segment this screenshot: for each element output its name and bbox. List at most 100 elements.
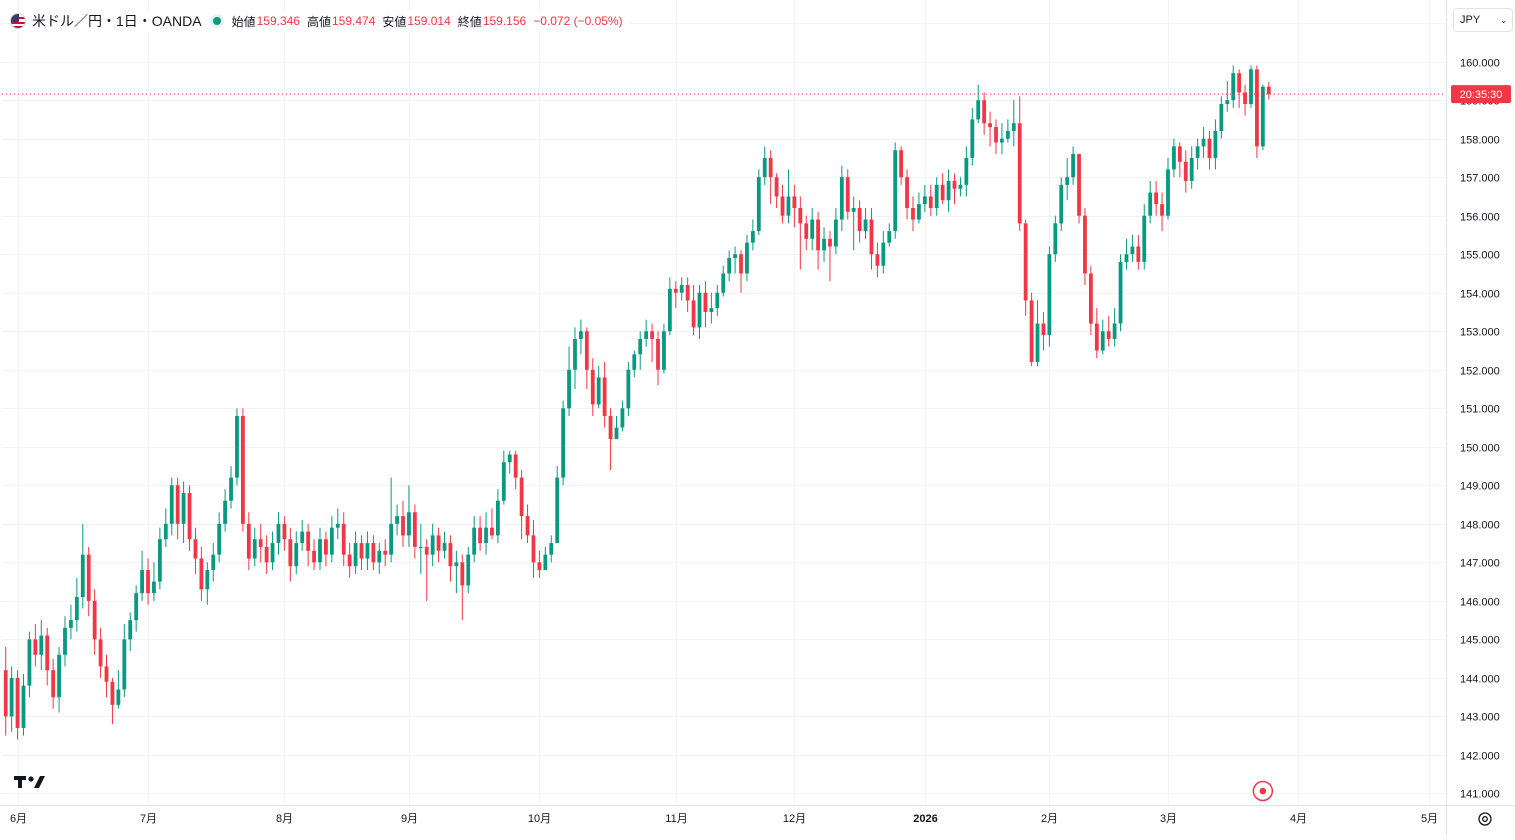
candle-body[interactable] [1023, 223, 1028, 301]
tradingview-logo-icon[interactable] [14, 774, 46, 795]
candle-body[interactable] [288, 539, 293, 567]
candle-body[interactable] [282, 523, 287, 540]
candle-body[interactable] [1172, 146, 1176, 170]
candle-body[interactable] [762, 157, 767, 178]
candle-body[interactable] [383, 550, 388, 555]
candle-body[interactable] [1047, 254, 1052, 336]
candle-body[interactable] [590, 369, 595, 405]
candle-body[interactable] [988, 123, 992, 128]
candle-body[interactable] [116, 689, 121, 705]
candle-body[interactable] [1029, 300, 1034, 363]
candle-body[interactable] [1201, 138, 1206, 147]
candle-body[interactable] [1077, 154, 1081, 216]
candle-body[interactable] [804, 223, 809, 239]
candle-body[interactable] [490, 527, 494, 536]
candle-body[interactable] [51, 670, 56, 698]
candle-body[interactable] [1000, 138, 1004, 143]
candle-body[interactable] [531, 535, 536, 563]
candle-body[interactable] [1136, 246, 1141, 262]
candle-body[interactable] [199, 558, 204, 590]
candle-body[interactable] [549, 543, 554, 555]
candle-body[interactable] [662, 331, 666, 370]
candle-body[interactable] [721, 273, 726, 293]
candle-body[interactable] [774, 177, 779, 197]
candle-body[interactable] [9, 677, 14, 717]
candle-body[interactable] [1041, 323, 1046, 336]
candle-body[interactable] [561, 408, 566, 478]
candle-body[interactable] [460, 562, 465, 586]
candle-body[interactable] [246, 523, 251, 559]
candle-body[interactable] [347, 554, 352, 567]
candle-body[interactable] [92, 600, 97, 640]
candle-body[interactable] [958, 184, 963, 189]
candle-body[interactable] [739, 254, 743, 274]
candle-body[interactable] [15, 677, 20, 728]
candle-body[interactable] [839, 177, 844, 220]
candle-body[interactable] [134, 593, 139, 621]
candle-body[interactable] [845, 177, 850, 212]
candle-body[interactable] [928, 196, 933, 208]
candle-body[interactable] [519, 477, 524, 517]
candle-body[interactable] [1183, 161, 1188, 182]
candle-body[interactable] [418, 546, 423, 548]
candle-body[interactable] [513, 454, 518, 478]
candle-body[interactable] [110, 681, 115, 705]
candle-body[interactable] [691, 300, 696, 328]
candle-body[interactable] [74, 597, 79, 621]
candle-body[interactable] [276, 523, 281, 544]
candle-body[interactable] [1266, 86, 1271, 95]
candle-body[interactable] [258, 539, 263, 547]
candle-body[interactable] [667, 288, 672, 332]
candle-body[interactable] [1124, 254, 1129, 262]
candle-body[interactable] [448, 543, 453, 567]
candle-body[interactable] [1207, 138, 1212, 158]
candle-body[interactable] [377, 550, 382, 563]
candle-body[interactable] [650, 331, 654, 339]
candle-body[interactable] [964, 157, 969, 185]
candle-body[interactable] [478, 527, 482, 544]
candle-body[interactable] [163, 523, 168, 540]
candle-body[interactable] [555, 477, 560, 544]
candle-body[interactable] [21, 685, 26, 728]
candle-body[interactable] [786, 196, 791, 216]
candle-body[interactable] [946, 181, 951, 201]
candle-body[interactable] [175, 485, 180, 524]
candle-body[interactable] [1237, 73, 1242, 93]
candle-body[interactable] [57, 654, 61, 698]
candle-body[interactable] [1112, 323, 1117, 339]
candle-body[interactable] [756, 177, 761, 232]
candle-body[interactable] [69, 620, 73, 628]
candle-body[interactable] [1154, 192, 1159, 205]
candle-body[interactable] [869, 219, 874, 255]
candle-body[interactable] [1106, 331, 1111, 339]
candle-body[interactable] [3, 670, 8, 717]
candle-body[interactable] [822, 238, 826, 251]
candle-body[interactable] [146, 570, 150, 594]
candle-body[interactable] [484, 527, 488, 544]
candle-body[interactable] [300, 531, 305, 544]
candle-body[interactable] [264, 546, 269, 563]
candle-body[interactable] [626, 369, 631, 409]
candle-body[interactable] [810, 219, 815, 239]
candle-body[interactable] [697, 292, 702, 328]
candle-body[interactable] [128, 620, 133, 640]
candle-body[interactable] [442, 543, 447, 551]
candle-body[interactable] [324, 539, 328, 555]
candle-body[interactable] [98, 639, 103, 667]
candle-body[interactable] [768, 157, 773, 178]
candle-body[interactable] [911, 207, 915, 220]
candle-body[interactable] [750, 231, 755, 243]
candle-body[interactable] [828, 238, 832, 247]
candle-body[interactable] [780, 196, 785, 216]
candle-body[interactable] [152, 581, 156, 594]
candle-body[interactable] [140, 570, 144, 594]
candle-body[interactable] [33, 639, 38, 655]
candle-body[interactable] [1189, 157, 1194, 182]
candle-body[interactable] [1088, 273, 1093, 324]
candle-body[interactable] [211, 554, 216, 571]
candle-body[interactable] [395, 516, 399, 524]
candle-body[interactable] [1142, 215, 1147, 262]
candle-body[interactable] [893, 150, 898, 232]
candle-body[interactable] [863, 219, 868, 232]
